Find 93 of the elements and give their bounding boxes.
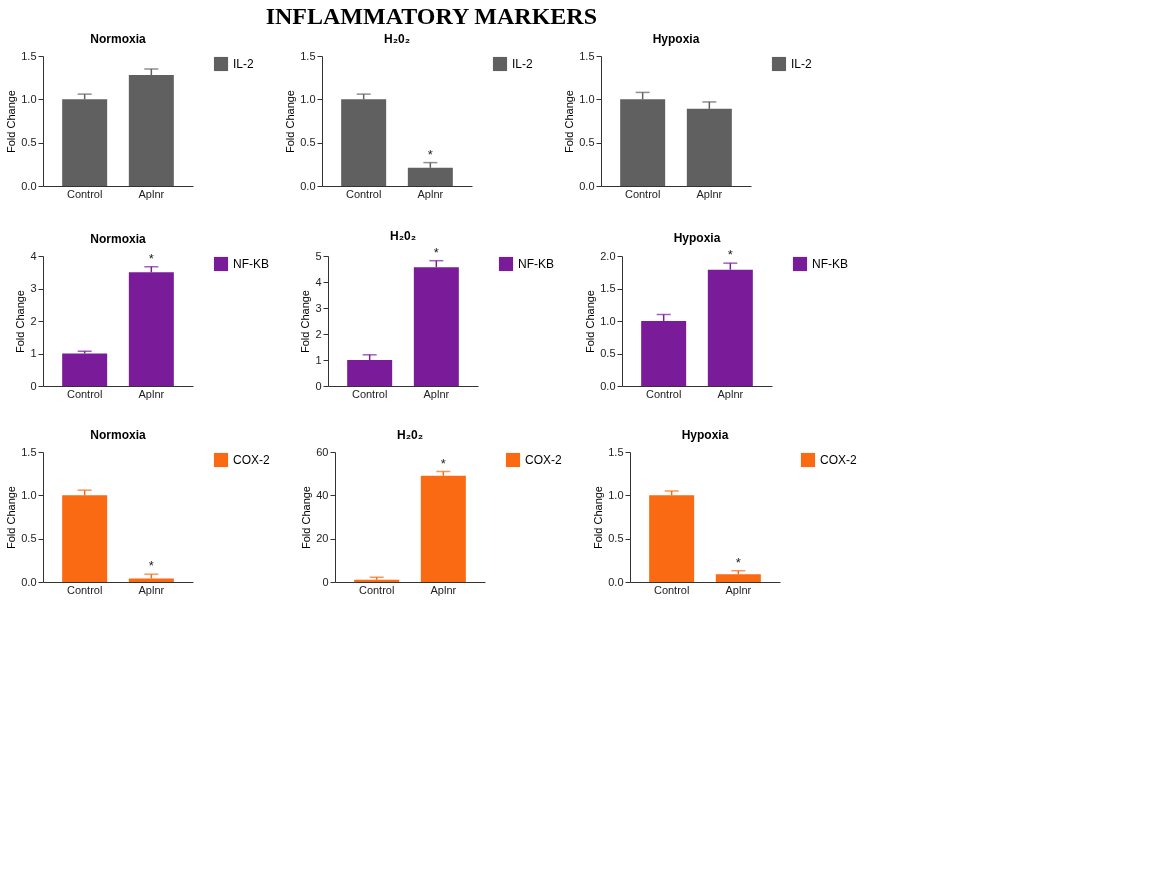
x-tick-label: Control — [358, 583, 395, 596]
y-tick-label: 1.5 — [21, 445, 37, 458]
x-tick-label: Aplnr — [430, 583, 457, 596]
text: INFLAMMATORY MARKERS — [265, 3, 598, 29]
chart-title: Normoxia — [90, 428, 146, 442]
y-tick-label: 2.0 — [600, 249, 616, 262]
y-tick-label: 0.0 — [608, 575, 624, 588]
y-tick-label: 1.0 — [21, 488, 37, 501]
y-tick-label: 0.0 — [300, 179, 316, 192]
y-tick-label: 1.0 — [300, 92, 316, 105]
y-tick-label: 0.5 — [21, 136, 37, 149]
y-tick-label: 0 — [30, 379, 37, 392]
legend-label: IL-2 — [512, 57, 533, 71]
annotation: * — [427, 146, 433, 162]
y-axis-title: Fold Change — [299, 290, 312, 353]
x-tick-label: Control — [645, 387, 682, 400]
y-tick-label: 0 — [315, 379, 322, 392]
y-tick-label: 40 — [316, 488, 329, 501]
x-tick-label: Control — [624, 187, 661, 200]
y-axis-title: Fold Change — [14, 290, 27, 353]
x-tick-label: Aplnr — [717, 387, 744, 400]
y-tick-label: 3 — [30, 282, 37, 294]
y-tick-label: 1.0 — [21, 92, 37, 105]
y-tick-label: 5 — [315, 249, 322, 262]
y-tick-label: 4 — [30, 249, 37, 262]
y-tick-label: 1.5 — [608, 445, 624, 458]
chart-title: Hypoxia — [673, 231, 721, 246]
y-tick-label: 0.0 — [21, 179, 37, 192]
y-tick-label: 0.5 — [21, 532, 37, 545]
y-tick-label: 0.0 — [579, 179, 595, 192]
annotation: * — [440, 455, 446, 471]
x-tick-label: Control — [653, 583, 690, 596]
annotation: * — [433, 244, 439, 260]
y-tick-label: 1.5 — [21, 49, 37, 62]
chart-title: Hypoxia — [652, 32, 700, 46]
y-tick-label: 0.0 — [600, 379, 616, 392]
legend-label: COX-2 — [233, 453, 270, 467]
annotation: * — [727, 247, 733, 263]
y-axis-title: Fold Change — [5, 486, 18, 549]
chart-title: Normoxia — [90, 32, 146, 46]
y-axis-title: Fold Change — [563, 90, 576, 153]
x-tick-label: Control — [66, 583, 103, 596]
y-tick-label: 1.5 — [579, 49, 595, 62]
y-axis-title: Fold Change — [300, 486, 313, 549]
annotation: * — [735, 554, 741, 570]
chart-title: H₂0₂ — [383, 32, 411, 46]
x-tick-label: Aplnr — [138, 387, 165, 400]
y-tick-label: 0.0 — [21, 575, 37, 588]
x-tick-label: Control — [351, 387, 388, 400]
y-tick-label: 20 — [316, 532, 329, 545]
y-tick-label: 1.5 — [300, 49, 316, 62]
y-tick-label: 0.5 — [579, 136, 595, 149]
chart-title: Hypoxia — [681, 428, 729, 442]
chart-title: H₂0₂ — [396, 428, 424, 442]
chart-title: Normoxia — [90, 232, 146, 246]
y-tick-label: 0 — [322, 575, 329, 588]
y-tick-label: 0.5 — [608, 532, 624, 545]
y-tick-label: 2 — [30, 314, 37, 327]
x-tick-label: Aplnr — [696, 187, 723, 200]
legend-label: COX-2 — [820, 453, 857, 467]
y-tick-label: 2 — [315, 327, 322, 340]
y-tick-label: 1 — [30, 347, 37, 359]
x-tick-label: Control — [66, 387, 103, 400]
y-tick-label: 0.5 — [600, 347, 616, 359]
x-tick-label: Aplnr — [725, 583, 752, 596]
y-axis-title: Fold Change — [284, 90, 297, 153]
legend-label: COX-2 — [525, 453, 562, 467]
y-tick-label: 1 — [315, 353, 322, 366]
y-tick-label: 4 — [315, 275, 322, 288]
y-tick-label: 3 — [315, 301, 322, 314]
y-axis-title: Fold Change — [5, 90, 18, 153]
legend-label: IL-2 — [233, 57, 254, 71]
y-axis-title: Fold Change — [584, 290, 597, 353]
legend-label: IL-2 — [791, 57, 812, 71]
x-tick-label: Aplnr — [138, 583, 165, 596]
y-tick-label: 1.5 — [600, 282, 616, 294]
legend-label: NF-KB — [812, 257, 848, 271]
x-tick-label: Aplnr — [417, 187, 444, 200]
y-tick-label: 1.0 — [600, 314, 616, 327]
y-tick-label: 1.0 — [579, 92, 595, 105]
chart-title: H₂0₂ — [389, 228, 417, 243]
annotation: * — [148, 558, 154, 574]
y-tick-label: 0.5 — [300, 136, 316, 149]
y-tick-label: 1.0 — [608, 488, 624, 501]
x-tick-label: Control — [345, 187, 382, 200]
y-tick-label: 60 — [316, 445, 329, 458]
y-axis-title: Fold Change — [592, 486, 605, 549]
legend-label: NF-KB — [233, 257, 269, 271]
x-tick-label: Control — [66, 187, 103, 200]
x-tick-label: Aplnr — [423, 387, 450, 400]
annotation: * — [148, 250, 154, 266]
legend-label: NF-KB — [518, 257, 554, 271]
x-tick-label: Aplnr — [138, 187, 165, 200]
